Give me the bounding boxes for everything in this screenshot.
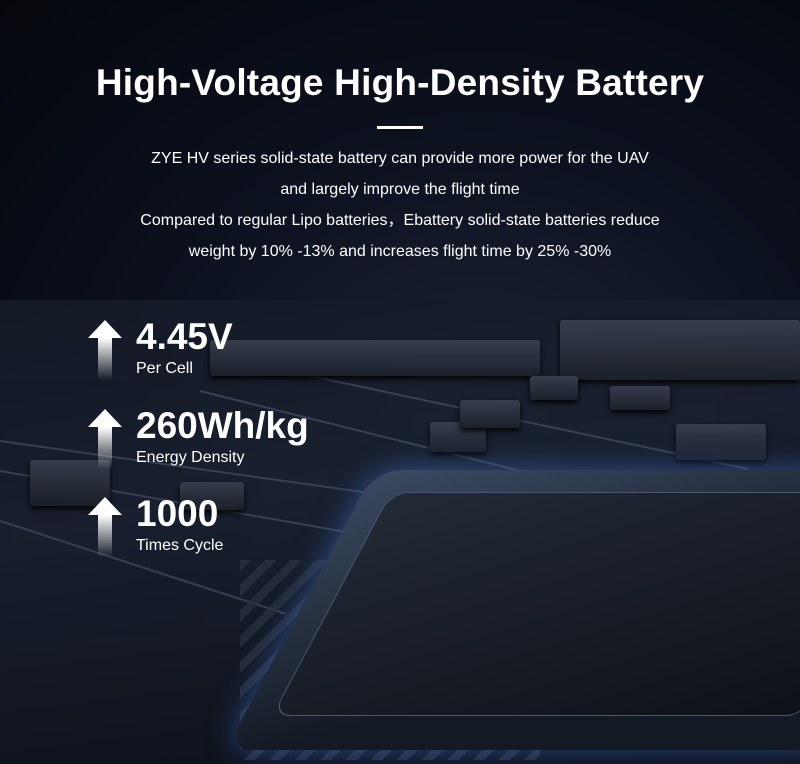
description: ZYE HV series solid-state battery can pr… (0, 143, 800, 267)
description-line: Compared to regular Lipo batteries，Ebatt… (140, 212, 660, 229)
feature-energy-density: 260Wh/kg Energy Density (88, 407, 309, 469)
header: High-Voltage High-Density Battery ZYE HV… (0, 0, 800, 267)
feature-label: Energy Density (136, 449, 245, 466)
feature-value: 1000 (136, 493, 219, 534)
arrow-up-icon (88, 409, 122, 469)
page-title: High-Voltage High-Density Battery (95, 62, 705, 103)
feature-value: 4.45V (136, 316, 233, 357)
description-line: and largely improve the flight time (280, 181, 520, 198)
description-line: ZYE HV series solid-state battery can pr… (151, 150, 649, 167)
feature-voltage: 4.45V Per Cell (88, 318, 233, 380)
feature-cycle-life: 1000 Times Cycle (88, 495, 223, 557)
feature-label: Times Cycle (136, 537, 224, 554)
feature-label: Per Cell (136, 360, 193, 377)
title-divider (377, 126, 423, 129)
feature-value: 260Wh/kg (136, 405, 309, 446)
description-line: weight by 10% -13% and increases flight … (188, 243, 612, 260)
arrow-up-icon (88, 320, 122, 380)
arrow-up-icon (88, 497, 122, 557)
